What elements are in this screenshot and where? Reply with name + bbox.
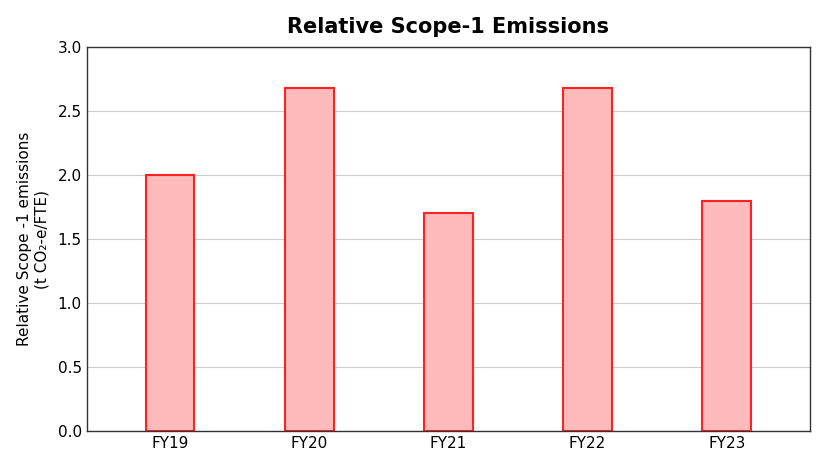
Bar (424, 213, 473, 431)
Bar (563, 88, 612, 431)
Title: Relative Scope-1 Emissions: Relative Scope-1 Emissions (288, 17, 609, 37)
Bar (284, 88, 333, 431)
Y-axis label: Relative Scope -1 emissions
(t CO₂-e/FTE): Relative Scope -1 emissions (t CO₂-e/FTE… (17, 132, 49, 346)
Bar (702, 200, 751, 431)
Bar (146, 175, 194, 431)
